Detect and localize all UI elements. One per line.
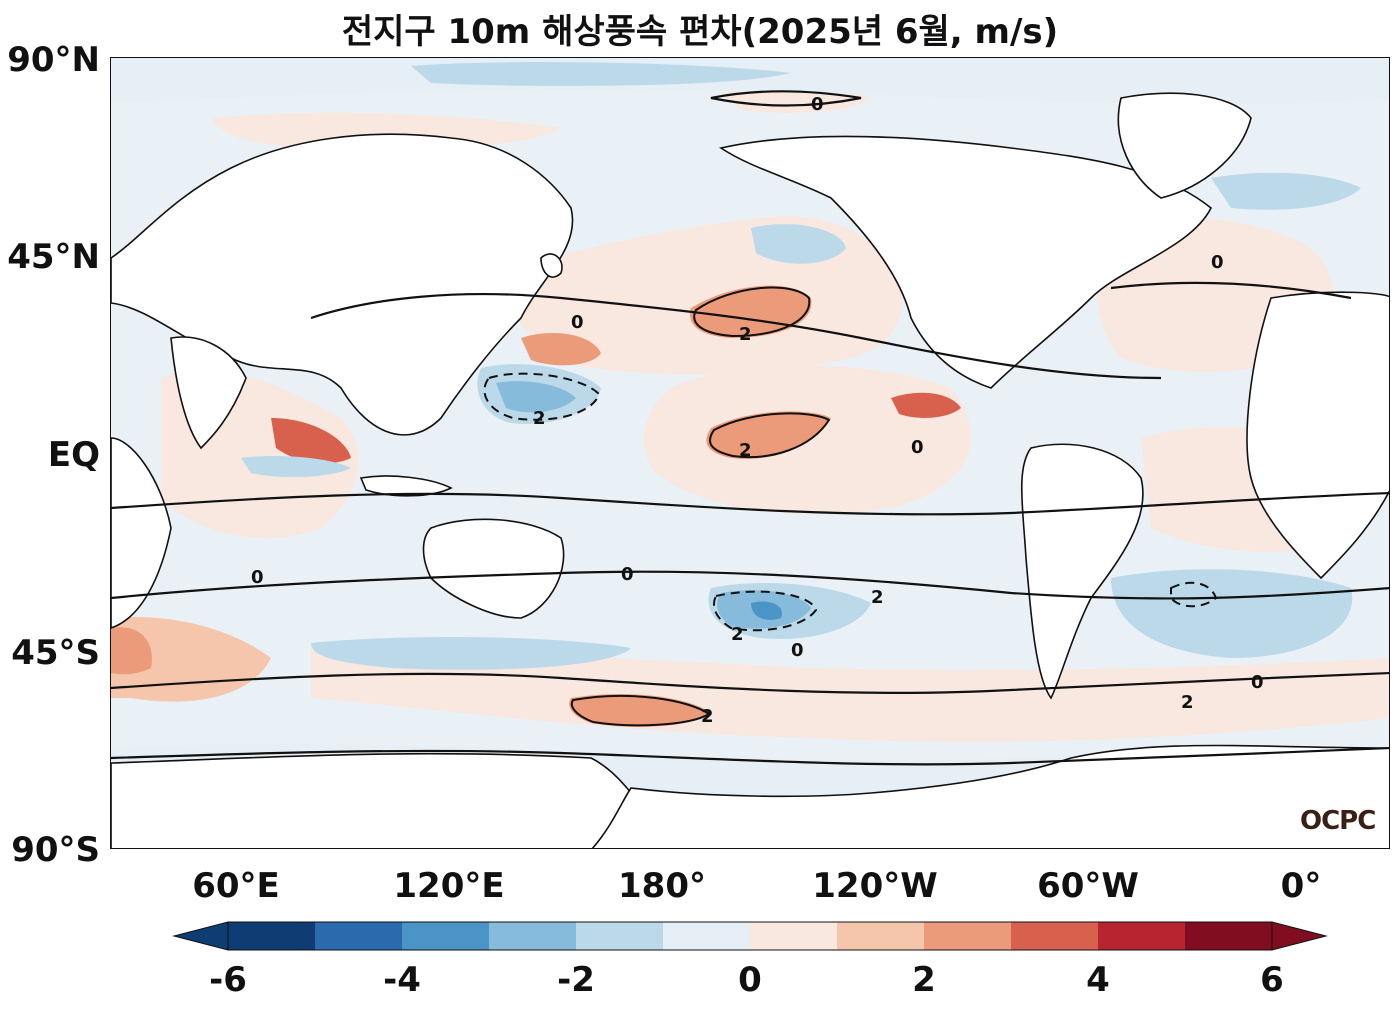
colorbar-segment bbox=[1011, 922, 1099, 950]
contour-label-negative: 2 bbox=[871, 587, 884, 608]
map-title: 전지구 10m 해상풍속 편차(2025년 6월, m/s) bbox=[341, 12, 1059, 52]
lat-label-45s: 45°S bbox=[11, 633, 100, 673]
lat-label-90s: 90°S bbox=[11, 830, 100, 870]
colorbar bbox=[172, 921, 1328, 951]
colorbar-segment bbox=[228, 922, 316, 950]
positive-contours bbox=[570, 286, 831, 727]
colorbar-segment bbox=[837, 922, 925, 950]
lat-label-90n: 90°N bbox=[7, 40, 100, 80]
africa-land bbox=[1246, 291, 1389, 580]
africa-west-land bbox=[111, 437, 172, 629]
contour-label-zero: 0 bbox=[571, 312, 584, 333]
contour-label-negative: 2 bbox=[731, 624, 744, 645]
contour-label-zero: 0 bbox=[251, 567, 264, 588]
contour-label-zero: 0 bbox=[1251, 672, 1264, 693]
colorbar-tick: 6 bbox=[1260, 960, 1284, 1000]
contour-label-positive: 2 bbox=[701, 706, 714, 727]
contour-label-zero: 0 bbox=[621, 564, 634, 585]
north-america-land bbox=[718, 135, 1213, 389]
indonesia-land bbox=[359, 475, 453, 497]
negative-contours bbox=[483, 372, 1218, 632]
lon-label-180: 180° bbox=[618, 866, 706, 906]
contour-label-negative: 2 bbox=[533, 408, 546, 429]
eurasia-land bbox=[111, 133, 574, 436]
contour-label-positive: 2 bbox=[1181, 692, 1194, 713]
colorbar-segment bbox=[924, 922, 1012, 950]
map-panel: 0 0 0 0 0 0 0 0 2 2 2 2 2 2 2 bbox=[110, 57, 1390, 849]
colorbar-segment bbox=[750, 922, 838, 950]
colorbar-tick: 2 bbox=[912, 960, 936, 1000]
colorbar-segment bbox=[489, 922, 577, 950]
colorbar-extend-min bbox=[172, 921, 229, 951]
colorbar-extend-max bbox=[1271, 921, 1328, 951]
lon-label-0: 0° bbox=[1280, 866, 1322, 906]
australia-land bbox=[422, 518, 565, 619]
colorbar-segment bbox=[576, 922, 664, 950]
zero-contours bbox=[111, 90, 1389, 766]
colorbar-tick: -4 bbox=[383, 960, 421, 1000]
asia-islands-land bbox=[540, 253, 563, 278]
contour-label-zero: 0 bbox=[811, 94, 824, 115]
colorbar-tick: 4 bbox=[1086, 960, 1110, 1000]
colorbar-segment bbox=[1098, 922, 1186, 950]
lon-label-60w: 60°W bbox=[1037, 866, 1139, 906]
colorbar-tick: -2 bbox=[557, 960, 595, 1000]
colorbar-tick: 0 bbox=[738, 960, 762, 1000]
contour-label-zero: 0 bbox=[791, 640, 804, 661]
contour-label-positive: 2 bbox=[739, 324, 752, 345]
lat-label-eq: EQ bbox=[47, 435, 100, 475]
colorbar-segments bbox=[172, 921, 1328, 951]
colorbar-tick: -6 bbox=[209, 960, 247, 1000]
lon-label-120w: 120°W bbox=[812, 866, 938, 906]
contour-label-zero: 0 bbox=[911, 437, 924, 458]
contour-label-positive: 2 bbox=[739, 440, 752, 461]
south-america-land bbox=[1020, 443, 1144, 700]
colorbar-segment bbox=[315, 922, 403, 950]
ocpc-logo: OCPC bbox=[1300, 806, 1376, 836]
contour-labels: 0 0 0 0 0 0 0 0 2 2 2 2 2 2 2 bbox=[251, 94, 1264, 727]
colorbar-segment bbox=[402, 922, 490, 950]
lat-label-45n: 45°N bbox=[7, 237, 100, 277]
lon-label-60e: 60°E bbox=[192, 866, 280, 906]
antarctica-east-land bbox=[591, 744, 1389, 848]
india-land bbox=[170, 336, 247, 450]
land-masses bbox=[111, 92, 1389, 848]
colorbar-segment bbox=[1185, 922, 1273, 950]
contour-label-zero: 0 bbox=[1211, 252, 1224, 273]
greenland-land bbox=[1117, 92, 1252, 199]
anomaly-map: 0 0 0 0 0 0 0 0 2 2 2 2 2 2 2 bbox=[111, 58, 1389, 848]
colorbar-segment bbox=[663, 922, 751, 950]
colorbar-outline bbox=[227, 921, 1273, 951]
lon-label-120e: 120°E bbox=[393, 866, 505, 906]
antarctica-land bbox=[111, 752, 671, 848]
